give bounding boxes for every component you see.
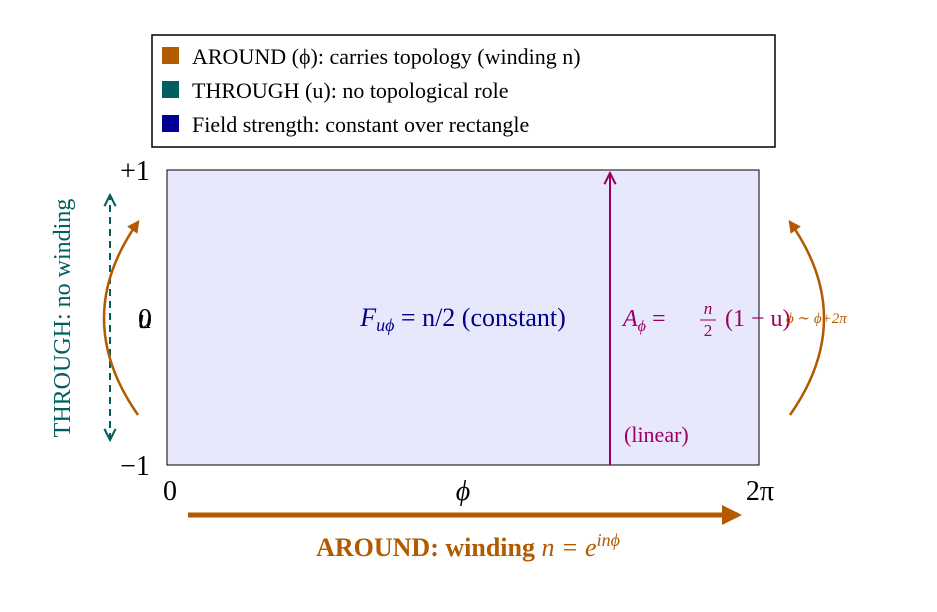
legend-swatch (162, 115, 179, 132)
potential-symbol: A (621, 306, 638, 332)
legend-label: AROUND (ϕ): carries topology (winding n) (192, 44, 581, 69)
legend-swatch (162, 47, 179, 64)
potential-numerator: n (704, 299, 713, 318)
legend-swatch (162, 81, 179, 98)
linear-label: (linear) (624, 422, 689, 447)
domain-rectangle (166, 169, 760, 466)
legend-label: THROUGH (u): no topological role (192, 78, 509, 103)
legend: AROUND (ϕ): carries topology (winding n)… (151, 34, 776, 148)
u-tick-label: −1 (120, 451, 150, 482)
u-axis-label: u (138, 304, 152, 335)
potential-denominator: 2 (704, 321, 713, 340)
potential-rest: (1 − u) (725, 306, 791, 332)
field-subscript: uϕ (376, 315, 394, 335)
u-tick-label: +1 (120, 156, 150, 187)
periodicity-label: ϕ ∼ ϕ+2π (786, 311, 847, 327)
potential-label: Aϕ = n 2 (1 − u) (linear) (621, 299, 791, 447)
field-symbol: F (359, 303, 377, 332)
phi-axis-label: ϕ (456, 476, 471, 507)
around-text: AROUND: winding (316, 533, 541, 562)
potential-subscript: ϕ (638, 318, 646, 335)
field-rest: = n/2 (constant) (394, 303, 565, 332)
potential-lhs: Aϕ = (621, 306, 666, 335)
field-label: Fuϕ = n/2 (constant) (359, 303, 566, 335)
u-tick-label: 0 (138, 304, 152, 335)
phi-tick-label: 0 (163, 476, 177, 507)
around-label: AROUND: winding n = einϕ (316, 530, 620, 562)
right-winding-arrow (788, 219, 826, 416)
around-math: n = e (541, 533, 596, 562)
around-superscript: inϕ (597, 530, 620, 550)
through-label: THROUGH: no winding (50, 199, 76, 438)
potential-eq: = (646, 306, 666, 332)
legend-box (151, 34, 776, 148)
left-winding-arrow (102, 219, 140, 416)
phi-tick-label: 2π (746, 476, 774, 507)
legend-label: Field strength: constant over rectangle (192, 112, 529, 137)
